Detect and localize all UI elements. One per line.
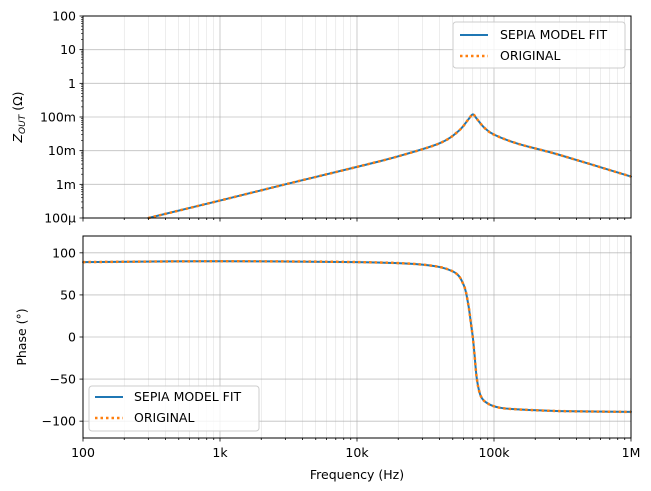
- top-y-tick-label: 100m: [40, 110, 76, 125]
- bottom-ticks: 100 1k 10k 100k 1M −100 −50 0 50 100: [42, 245, 641, 460]
- x-tick-label: 100k: [478, 445, 510, 460]
- top-y-tick-label: 100µ: [44, 211, 76, 226]
- bottom-y-tick-label: 50: [60, 287, 76, 302]
- top-legend: SEPIA MODEL FIT ORIGINAL: [452, 21, 626, 69]
- top-ticks: 100µ 1m 10m 100m 1 10 100: [40, 9, 626, 226]
- top-y-tick-label: 1m: [56, 177, 76, 192]
- x-tick-label: 100: [71, 445, 95, 460]
- top-y-tick-label: 1: [68, 76, 76, 91]
- top-y-axis-label: ZOUT(Ω): [10, 91, 28, 143]
- bottom-original-line: [82, 260, 632, 414]
- bottom-y-axis-label: Phase (°): [14, 308, 29, 365]
- bottom-legend-fit-label: SEPIA MODEL FIT: [134, 389, 242, 404]
- bottom-y-tick-label: 0: [68, 330, 76, 345]
- top-y-tick-label: 10m: [48, 143, 76, 158]
- bottom-y-tick-label: −100: [42, 414, 76, 429]
- x-tick-label: 1k: [212, 445, 228, 460]
- top-y-tick-label: 10: [60, 42, 76, 57]
- top-fit-line: [147, 113, 632, 219]
- bottom-legend-box: [88, 385, 260, 432]
- bottom-y-tick-label: −50: [50, 372, 76, 387]
- x-tick-label: 1M: [622, 445, 641, 460]
- top-series: [147, 113, 632, 220]
- top-legend-original-label: ORIGINAL: [500, 48, 560, 63]
- top-legend-box: [452, 21, 626, 69]
- top-y-tick-label: 100: [52, 9, 76, 24]
- top-original-line: [148, 113, 632, 220]
- top-legend-fit-label: SEPIA MODEL FIT: [500, 27, 608, 42]
- bottom-legend-original-label: ORIGINAL: [134, 410, 194, 425]
- bottom-legend: SEPIA MODEL FIT ORIGINAL: [88, 385, 260, 432]
- x-tick-label: 10k: [345, 445, 369, 460]
- bottom-y-tick-label: 100: [52, 245, 76, 260]
- x-axis-label: Frequency (Hz): [310, 467, 404, 482]
- bottom-series: [82, 260, 632, 414]
